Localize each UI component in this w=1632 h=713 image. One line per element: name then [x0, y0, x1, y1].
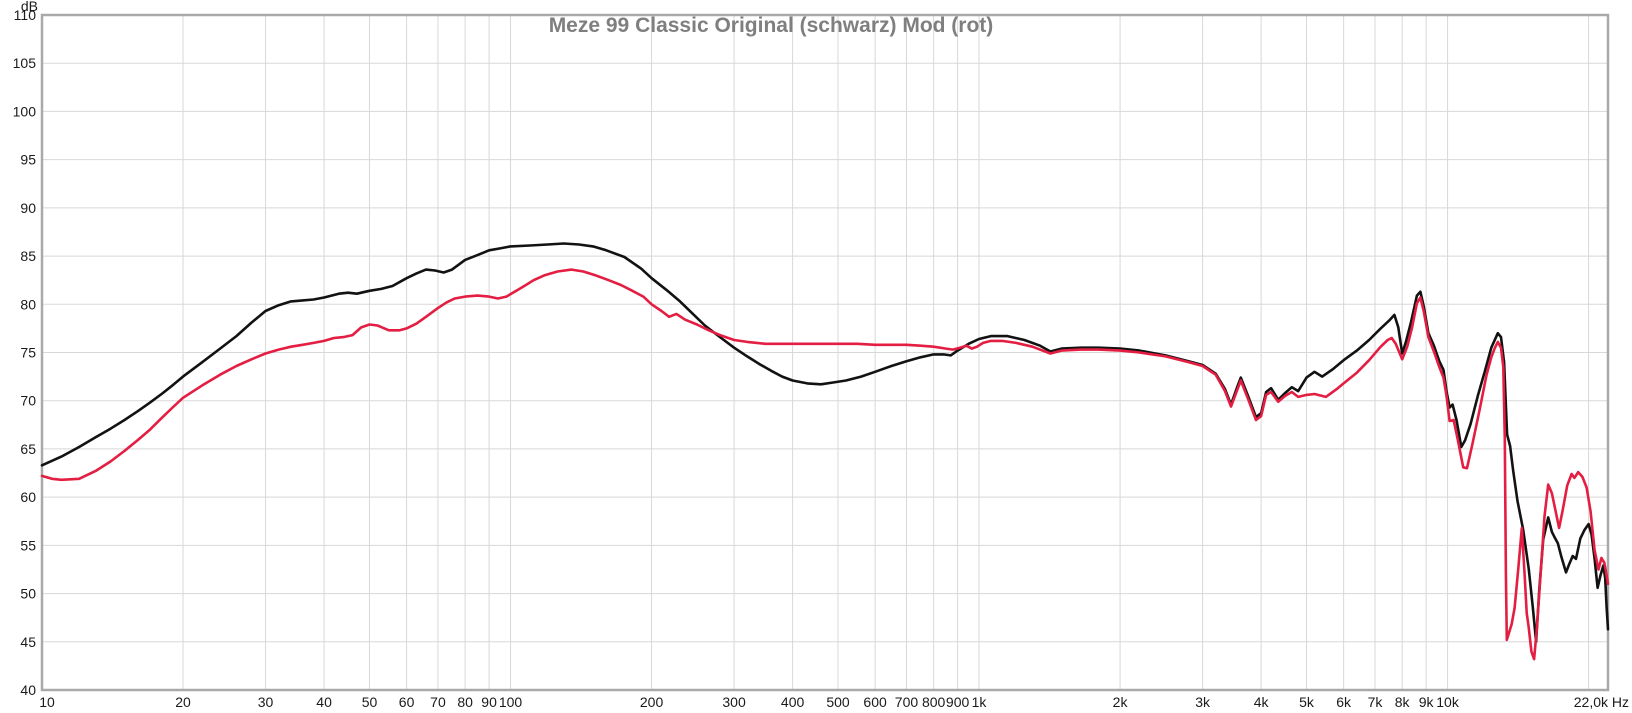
x-axis-labels: 10 20 30 40 50 60 70 80 90 100 200 300 400 500 600 700 8…	[39, 694, 1629, 710]
x-tick-label: 7k	[1368, 694, 1384, 710]
x-tick-label: 70	[430, 694, 446, 710]
y-tick-label: 50	[20, 586, 36, 602]
y-tick-label: 105	[13, 55, 37, 71]
x-tick-label: 6k	[1336, 694, 1352, 710]
x-tick-label: 5k	[1299, 694, 1315, 710]
x-tick-label: 400	[781, 694, 805, 710]
gridlines	[42, 15, 1608, 690]
y-tick-label: 45	[20, 634, 36, 650]
x-tick-label: 10	[39, 694, 55, 710]
x-tick-label: 20	[175, 694, 191, 710]
x-tick-label: 4k	[1254, 694, 1270, 710]
y-tick-label: 75	[20, 345, 36, 361]
x-tick-label: 50	[362, 694, 378, 710]
y-axis-unit-label: dB	[21, 0, 38, 14]
x-tick-label: 40	[316, 694, 332, 710]
y-tick-label: 65	[20, 441, 36, 457]
x-tick-label: 600	[863, 694, 887, 710]
y-tick-label: 100	[13, 103, 37, 119]
original-curve	[40, 242, 1610, 644]
mod-curve	[40, 268, 1610, 661]
x-tick-label: 9k	[1419, 694, 1435, 710]
y-tick-label: 80	[20, 296, 36, 312]
x-tick-label: 1k	[972, 694, 988, 710]
x-tick-label: 90	[481, 694, 497, 710]
plot-border	[40, 13, 1610, 692]
x-tick-label: 800	[922, 694, 946, 710]
x-tick-label: 100	[499, 694, 523, 710]
y-tick-label: 90	[20, 200, 36, 216]
x-tick-label: 10k	[1436, 694, 1460, 710]
y-tick-label: 40	[20, 682, 36, 698]
x-tick-label: 30	[258, 694, 274, 710]
y-tick-label: 60	[20, 489, 36, 505]
x-tick-label: 500	[826, 694, 850, 710]
y-tick-label: 55	[20, 537, 36, 553]
y-tick-label: 85	[20, 248, 36, 264]
x-tick-label: 900	[946, 694, 970, 710]
x-tick-label: 3k	[1195, 694, 1211, 710]
x-tick-label: 200	[640, 694, 664, 710]
y-tick-label: 110	[14, 7, 37, 23]
x-tick-label: 80	[457, 694, 473, 710]
x-tick-label: 300	[722, 694, 746, 710]
y-tick-label: 95	[20, 152, 36, 168]
y-tick-label: 70	[20, 393, 36, 409]
x-tick-label: 8k	[1395, 694, 1411, 710]
x-axis-end-label: 22,0k Hz	[1574, 694, 1629, 710]
chart-title: Meze 99 Classic Original (schwarz) Mod (…	[548, 14, 994, 37]
x-tick-label: 60	[399, 694, 415, 710]
x-tick-label: 700	[895, 694, 919, 710]
x-tick-label: 2k	[1113, 694, 1129, 710]
